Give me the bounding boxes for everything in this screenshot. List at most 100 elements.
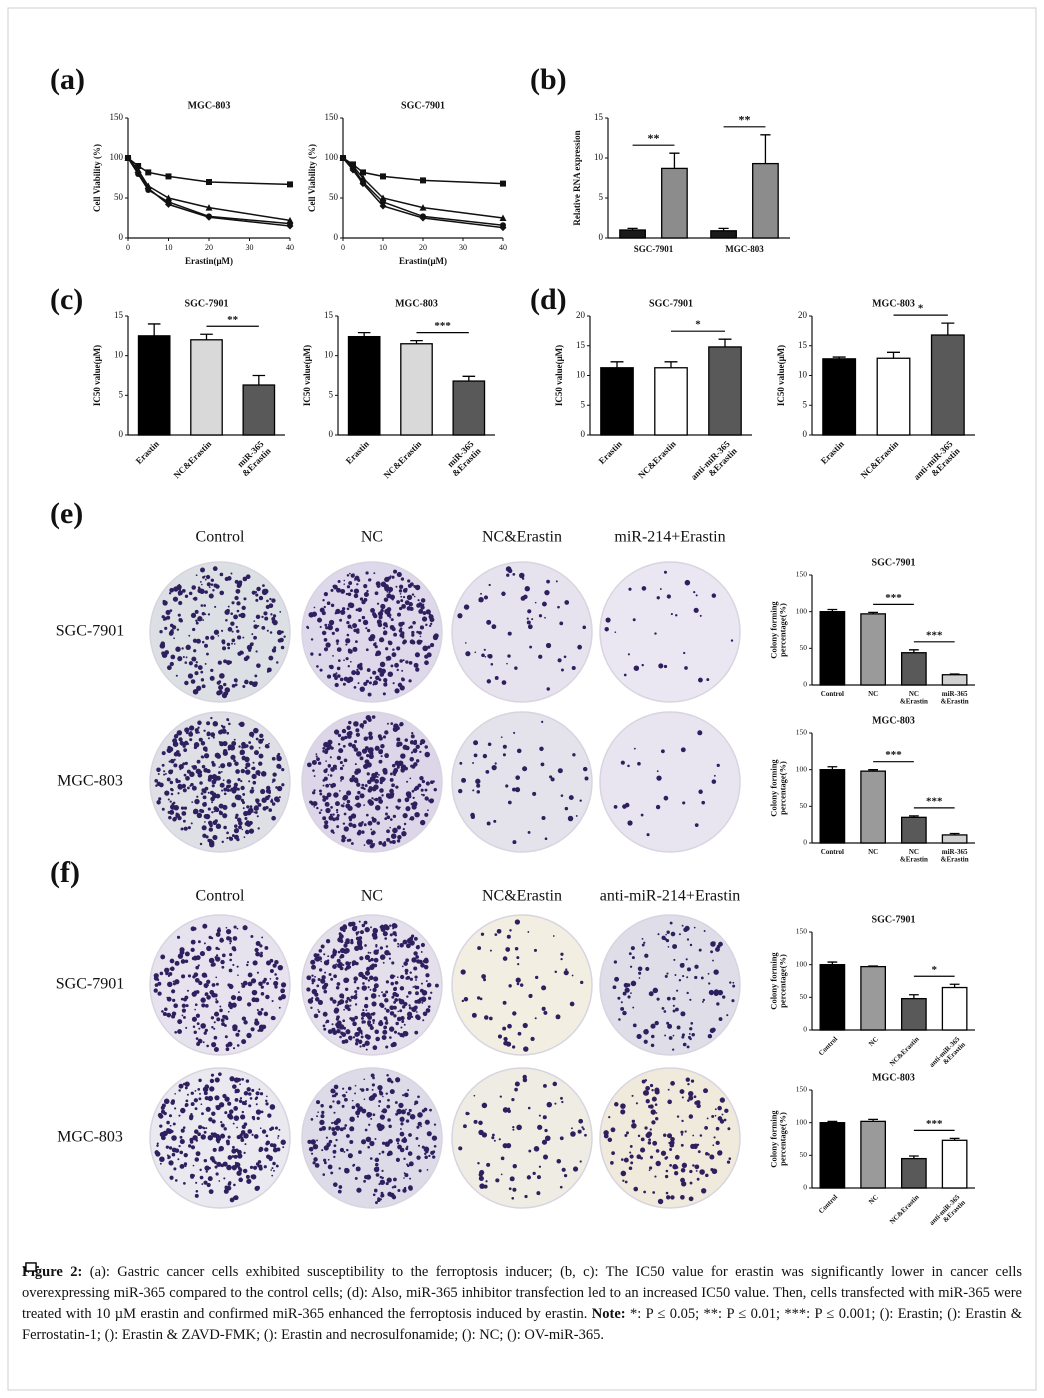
- colony: [200, 604, 204, 607]
- colony: [648, 991, 654, 997]
- colony: [227, 719, 230, 722]
- y-tick-label: 0: [581, 429, 586, 439]
- colony: [181, 647, 184, 650]
- colony: [494, 762, 497, 765]
- colony: [429, 624, 432, 628]
- colony: [476, 783, 481, 788]
- colony: [258, 1146, 264, 1152]
- colony: [336, 1004, 339, 1007]
- colony: [505, 784, 509, 788]
- colony: [265, 1099, 268, 1103]
- colony: [202, 746, 208, 752]
- colony: [641, 663, 644, 667]
- colony: [347, 808, 350, 811]
- colony-dish: [149, 1067, 291, 1209]
- colony: [192, 638, 198, 643]
- colony: [710, 950, 714, 954]
- colony: [654, 1089, 660, 1095]
- colony: [256, 1008, 259, 1012]
- colony: [394, 688, 400, 694]
- colony: [280, 994, 286, 1000]
- colony: [200, 678, 205, 682]
- colony: [259, 953, 263, 958]
- colony: [378, 841, 383, 845]
- colony: [663, 1010, 667, 1013]
- colony: [652, 1191, 656, 1194]
- colony: [623, 1157, 629, 1163]
- colony: [383, 1016, 388, 1020]
- colony: [461, 777, 467, 783]
- colony: [225, 928, 232, 935]
- colony: [317, 1010, 321, 1014]
- colony: [319, 1119, 325, 1126]
- bar: [619, 229, 646, 239]
- colony: [689, 1037, 692, 1041]
- colony: [204, 662, 207, 665]
- colony: [222, 813, 228, 819]
- colony: [208, 957, 215, 964]
- colony: [528, 1149, 532, 1153]
- colony: [682, 801, 686, 805]
- colony: [633, 747, 636, 750]
- colony: [179, 768, 182, 771]
- colony: [624, 1180, 628, 1184]
- colony: [641, 1079, 646, 1084]
- colony: [197, 964, 200, 967]
- colony: [335, 672, 338, 675]
- colony: [215, 954, 219, 957]
- colony: [206, 984, 209, 987]
- colony: [195, 1037, 199, 1040]
- colony: [397, 1010, 400, 1013]
- colony: [330, 767, 335, 772]
- marker: [165, 194, 172, 201]
- colony: [277, 964, 284, 971]
- colony: [655, 1149, 660, 1153]
- bar: [941, 834, 968, 844]
- colony: [402, 1094, 405, 1097]
- colony: [165, 971, 169, 976]
- colony: [237, 1153, 243, 1159]
- chart-title: SGC-7901: [649, 298, 693, 309]
- colony: [193, 745, 198, 750]
- colony: [422, 1011, 428, 1017]
- colony: [393, 1014, 397, 1018]
- colony: [203, 813, 209, 819]
- colony: [338, 789, 341, 792]
- colony: [356, 583, 359, 586]
- colony: [230, 754, 236, 760]
- colony: [419, 635, 422, 638]
- colony: [681, 1181, 687, 1187]
- colony: [478, 1175, 484, 1182]
- colony: [577, 644, 582, 650]
- colony: [311, 974, 314, 977]
- colony: [707, 1033, 713, 1039]
- colony: [408, 1006, 412, 1010]
- colony: [170, 787, 174, 791]
- colony: [369, 988, 372, 991]
- colony: [234, 824, 238, 828]
- colony: [378, 774, 380, 776]
- colony: [215, 976, 218, 979]
- colony: [241, 1124, 246, 1129]
- colony: [311, 760, 317, 765]
- colony: [356, 663, 363, 670]
- colony: [391, 783, 395, 788]
- colony: [368, 1123, 371, 1126]
- colony: [413, 595, 416, 598]
- colony: [192, 1025, 195, 1028]
- colony: [337, 674, 341, 678]
- colony: [356, 782, 361, 787]
- colony: [159, 1156, 165, 1163]
- colony: [236, 601, 241, 606]
- colony: [205, 574, 211, 580]
- colony: [216, 1017, 221, 1022]
- error-bar: [949, 673, 960, 675]
- colony: [364, 1040, 370, 1046]
- colony: [210, 635, 215, 640]
- significance-label: **: [648, 131, 660, 145]
- colony: [178, 618, 183, 623]
- colony: [414, 811, 420, 818]
- colony: [420, 819, 426, 826]
- colony: [201, 684, 206, 689]
- colony: [344, 1167, 349, 1172]
